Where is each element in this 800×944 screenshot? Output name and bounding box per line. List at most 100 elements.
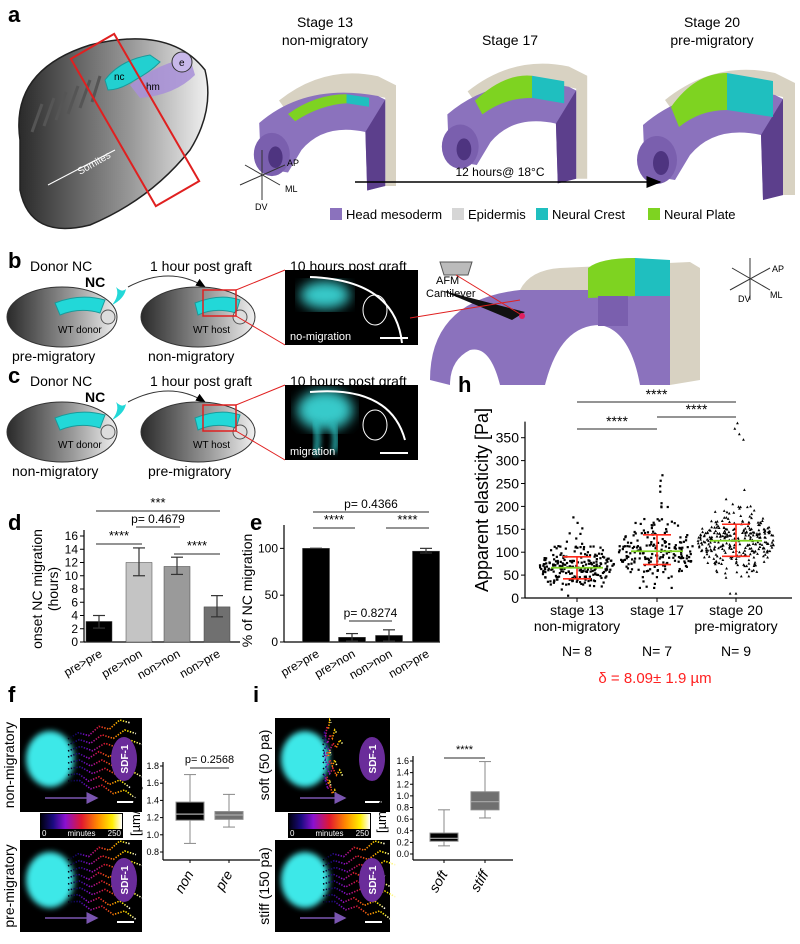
data-point (724, 497, 728, 501)
somites-bracket (47, 149, 116, 186)
data-point (605, 567, 608, 570)
data-point (728, 543, 732, 546)
cell-track (67, 840, 131, 861)
g-axis-ml: ML (770, 290, 783, 300)
y-tick-label: 0 (511, 590, 519, 606)
column-label-donor: Donor NC (30, 373, 92, 389)
data-point (752, 555, 756, 559)
x-tick-label: pre>pre (61, 646, 104, 679)
data-point (647, 569, 650, 572)
data-point (639, 552, 642, 555)
data-point (543, 563, 546, 566)
data-point (603, 556, 606, 559)
axis-ml: ML (285, 184, 298, 194)
sdf1-label: SDF-1 (120, 744, 131, 773)
data-point (689, 550, 692, 553)
data-point (746, 543, 750, 546)
data-point (578, 581, 582, 584)
host-label: WT host (193, 325, 230, 336)
data-point (652, 543, 656, 546)
data-point (728, 592, 732, 595)
data-point (587, 562, 590, 565)
data-point (610, 559, 613, 562)
data-point (732, 511, 736, 514)
x-tick-label: non (171, 867, 197, 895)
data-point (762, 550, 766, 553)
data-point (766, 530, 770, 533)
data-point (741, 531, 744, 535)
cell-track (322, 765, 344, 778)
x-tick-label: stage 13 (550, 602, 604, 618)
data-point (549, 580, 552, 583)
data-point (567, 570, 570, 573)
y-tick-label: 250 (496, 476, 520, 492)
data-point (560, 552, 563, 555)
data-point (728, 546, 731, 550)
data-point (623, 538, 626, 541)
data-point (606, 565, 609, 568)
data-point (702, 534, 706, 538)
data-point (725, 541, 729, 545)
data-point (645, 585, 648, 588)
y-tick-label: 0 (271, 635, 278, 649)
data-point (596, 573, 600, 577)
data-point (625, 554, 628, 558)
data-point (737, 432, 741, 436)
data-point (651, 572, 654, 575)
column-label-1h: 1 hour post graft (150, 258, 252, 274)
data-point (716, 531, 719, 535)
data-point (712, 531, 716, 535)
data-point (648, 544, 651, 547)
data-point (754, 563, 758, 567)
data-point (745, 530, 748, 534)
data-point (710, 535, 714, 539)
nc-label: NC (85, 389, 105, 405)
data-point (670, 575, 673, 578)
data-point (668, 546, 671, 550)
zoom-line-top (235, 384, 286, 406)
data-point (679, 536, 682, 539)
colorbar-max: 250 (356, 829, 370, 838)
x-tick-label: non>non (135, 646, 183, 682)
data-point (560, 567, 564, 570)
y-tick-label: 1.4 (396, 768, 409, 778)
significance-label: **** (606, 413, 628, 429)
data-point (624, 535, 627, 538)
data-point (552, 553, 555, 557)
data-point (762, 560, 766, 563)
data-point (544, 571, 547, 574)
x-tick-label: stiff (467, 866, 493, 895)
panel-label-f: f (8, 682, 16, 707)
data-point (593, 580, 597, 583)
data-point (606, 557, 609, 560)
data-point (621, 560, 625, 563)
data-point (600, 576, 603, 580)
data-point (556, 559, 559, 563)
data-point (570, 572, 574, 575)
data-point (639, 548, 642, 551)
data-point (682, 556, 685, 560)
data-point (571, 576, 575, 579)
data-point (723, 529, 727, 533)
cell-track (322, 850, 392, 867)
significance-label: **** (187, 538, 207, 553)
data-point (659, 490, 662, 493)
data-point (561, 562, 564, 565)
donor-neural-crest (54, 411, 106, 431)
cell-track (322, 779, 338, 799)
data-point (699, 541, 703, 544)
box-soft (429, 832, 459, 842)
data-point (739, 514, 743, 518)
donor-neural-crest (54, 296, 106, 316)
data-point (766, 549, 770, 552)
data-point (608, 570, 611, 574)
embryo-illustration: nc hm e Somites (18, 32, 209, 230)
time-arrow-label: 12 hours@ 18°C (455, 165, 544, 179)
data-point (673, 559, 677, 562)
afm-diagram (409, 258, 700, 385)
cell-track (322, 840, 386, 861)
data-point (593, 569, 596, 572)
cell-track (322, 717, 332, 740)
data-point (653, 532, 657, 535)
box-non (175, 801, 205, 821)
